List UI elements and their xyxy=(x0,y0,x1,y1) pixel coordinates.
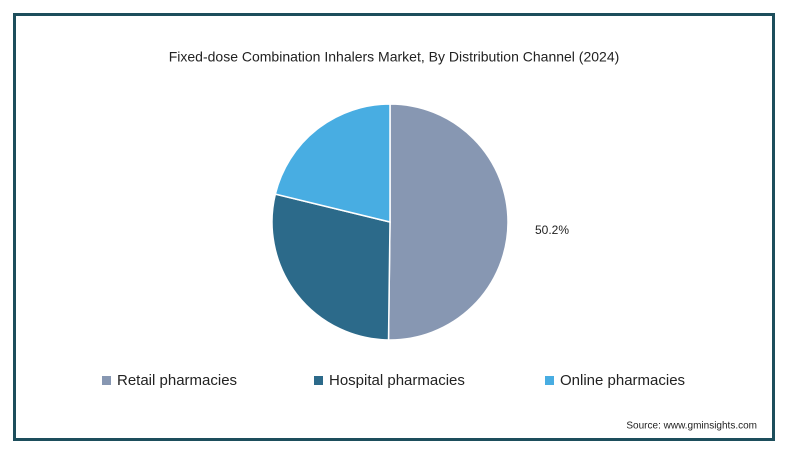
pie-slice xyxy=(274,103,391,223)
legend-label: Hospital pharmacies xyxy=(329,372,465,389)
legend-marker xyxy=(545,376,554,385)
legend-label: Online pharmacies xyxy=(560,372,685,389)
legend-marker xyxy=(314,376,323,385)
data-label: 50.2% xyxy=(535,223,569,237)
legend-label: Retail pharmacies xyxy=(117,372,237,389)
pie-slice xyxy=(387,103,509,341)
pie-slice xyxy=(271,193,391,341)
legend-marker xyxy=(102,376,111,385)
chart-title: Fixed-dose Combination Inhalers Market, … xyxy=(169,49,620,65)
source: Source: www.gminsights.com xyxy=(626,421,757,432)
